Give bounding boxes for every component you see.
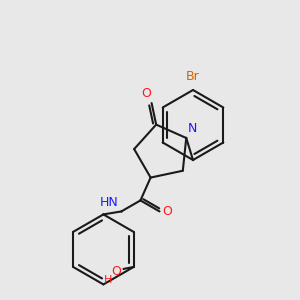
Text: Br: Br	[186, 70, 200, 83]
Text: N: N	[188, 122, 198, 135]
Text: O: O	[111, 266, 121, 278]
Text: H: H	[103, 275, 112, 285]
Text: HN: HN	[100, 196, 118, 209]
Text: O: O	[142, 87, 152, 100]
Text: O: O	[163, 205, 172, 218]
